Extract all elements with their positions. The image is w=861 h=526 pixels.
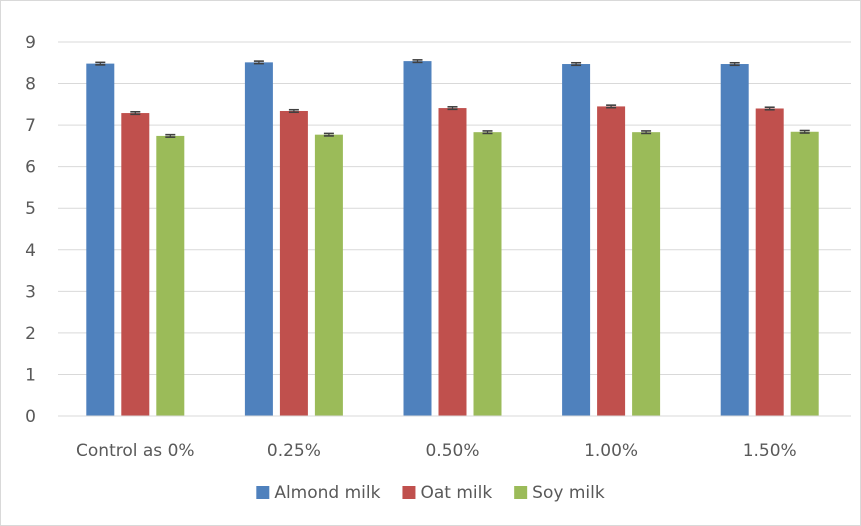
bar-soy-milk: [156, 135, 185, 416]
legend-item: Oat milk: [402, 483, 492, 503]
bar-oat-milk: [279, 110, 308, 416]
legend-label: Almond milk: [274, 483, 380, 503]
legend-item: Almond milk: [256, 483, 381, 503]
x-tick-label: 0.25%: [267, 441, 321, 461]
y-tick-label: 6: [25, 158, 36, 178]
bar-soy-milk: [314, 134, 343, 416]
error-bars: [95, 59, 810, 138]
y-tick-label: 3: [25, 282, 36, 302]
bars: [86, 61, 819, 417]
x-tick-label: 1.00%: [584, 441, 638, 461]
bar-soy-milk: [632, 132, 661, 417]
legend: Almond milk Oat milk Soy milk: [256, 483, 605, 503]
y-tick-label: 9: [25, 33, 36, 53]
legend-swatch: [514, 486, 528, 499]
x-axis-ticks: Control as 0% 0.25% 0.50% 1.00% 1.50%: [76, 441, 797, 461]
y-axis-ticks: 0 1 2 3 4 5 6 7 8 9: [25, 33, 36, 427]
y-tick-label: 0: [25, 407, 36, 427]
legend-swatch: [402, 486, 416, 499]
x-tick-label: 0.50%: [425, 441, 479, 461]
y-tick-label: 2: [25, 324, 36, 344]
bar-oat-milk: [755, 108, 784, 416]
x-tick-label: Control as 0%: [76, 441, 195, 461]
bar-almond-milk: [86, 63, 115, 417]
y-tick-label: 8: [25, 75, 36, 95]
y-tick-label: 7: [25, 116, 36, 136]
bar-oat-milk: [121, 113, 150, 416]
bar-almond-milk: [562, 64, 591, 416]
legend-swatch: [256, 486, 270, 499]
bar-soy-milk: [790, 131, 819, 416]
x-tick-label: 1.50%: [743, 441, 797, 461]
bar-almond-milk: [720, 64, 749, 416]
bar-soy-milk: [473, 132, 502, 417]
bar-oat-milk: [597, 106, 626, 417]
legend-label: Soy milk: [532, 483, 605, 503]
y-tick-label: 4: [25, 241, 36, 261]
bar-almond-milk: [403, 61, 432, 417]
bar-almond-milk: [244, 62, 273, 417]
bar-oat-milk: [438, 108, 467, 416]
legend-label: Oat milk: [420, 483, 492, 503]
legend-item: Soy milk: [514, 483, 605, 503]
y-tick-label: 5: [25, 199, 36, 219]
y-tick-label: 1: [25, 365, 36, 385]
